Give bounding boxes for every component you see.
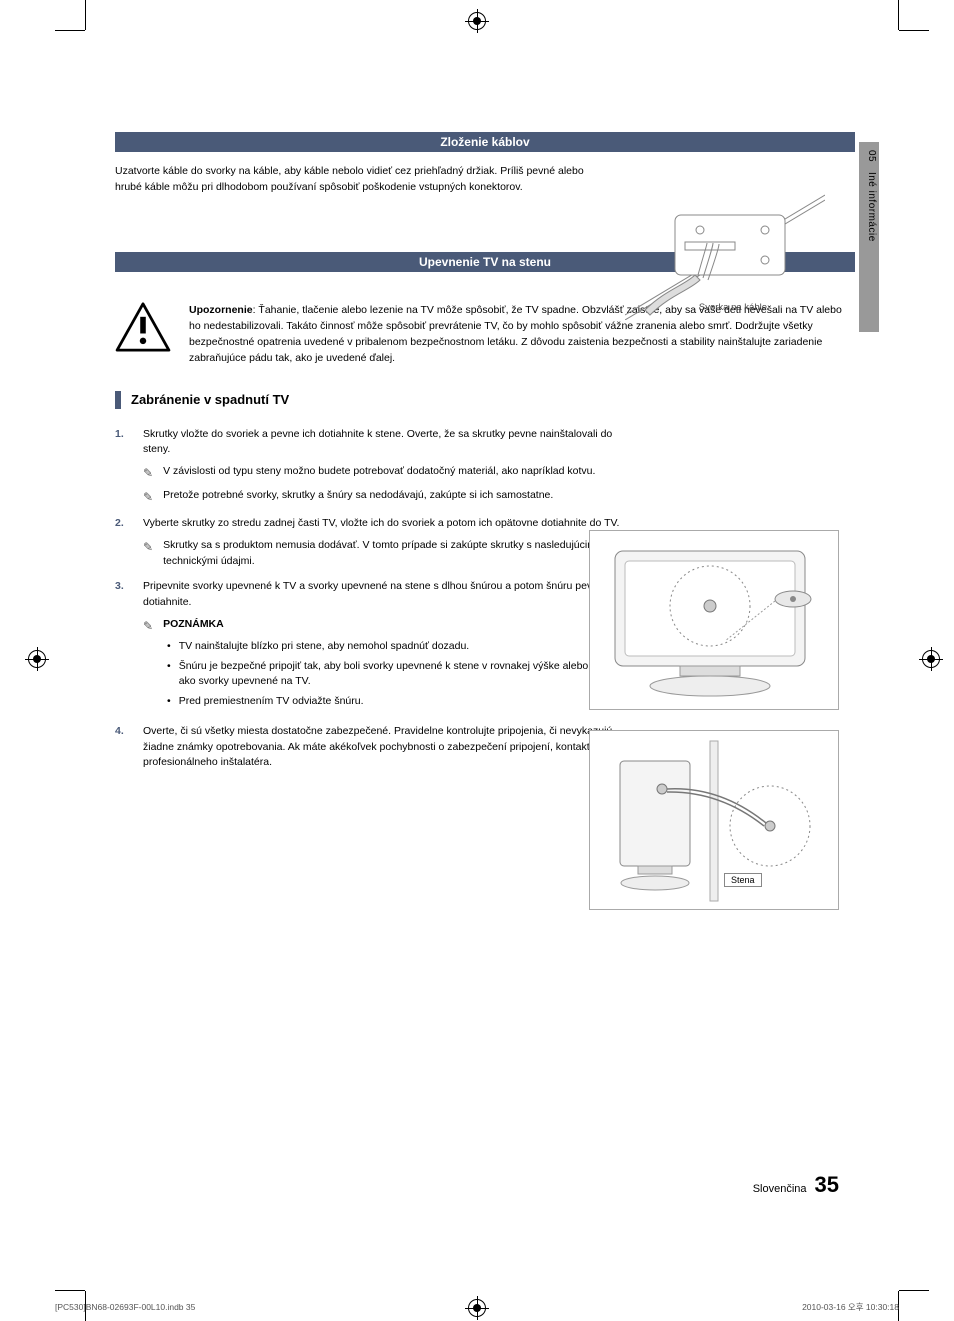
note-icon: ✎ (143, 617, 153, 635)
registration-mark-icon (28, 650, 46, 668)
bullet-icon: • (167, 639, 171, 655)
note-bullet-3: Pred premiestnením TV odviažte šnúru. (179, 694, 364, 710)
crop-mark (85, 0, 86, 30)
section-header-cables: Zloženie káblov (115, 132, 855, 152)
step4-text: Overte, či sú všetky miesta dostatočne z… (143, 725, 612, 769)
step-number: 3. (115, 579, 131, 714)
step1-text: Skrutky vložte do svoriek a pevne ich do… (143, 428, 612, 456)
crop-mark (898, 0, 899, 30)
footer-timestamp: 2010-03-16 오후 10:30:18 (802, 1301, 899, 1313)
chapter-side-label: 05 Iné informácie (866, 150, 877, 242)
note-icon: ✎ (143, 488, 153, 506)
crop-mark (55, 1290, 85, 1291)
cable-holder-diagram (625, 160, 825, 320)
crop-mark (899, 30, 929, 31)
tv-back-diagram (589, 530, 839, 710)
step-number: 4. (115, 724, 131, 771)
cables-intro-text: Uzatvorte káble do svorky na káble, aby … (115, 164, 585, 196)
note-icon: ✎ (143, 538, 153, 570)
crop-mark (899, 1290, 929, 1291)
step1-note1: V závislosti od typu steny možno budete … (163, 464, 625, 482)
step3-text: Pripevnite svorky upevnené k TV a svorky… (143, 580, 604, 608)
poznamka-label: POZNÁMKA (163, 617, 625, 635)
footer-file-meta: [PC530]BN68-02693F-00L10.indb 35 (55, 1302, 195, 1312)
crop-mark (55, 30, 85, 31)
warning-lead: Upozornenie (189, 304, 253, 316)
chapter-number: 05 (866, 150, 877, 162)
step1-note2: Pretože potrebné svorky, skrutky a šnúry… (163, 488, 625, 506)
registration-mark-icon (922, 650, 940, 668)
warning-icon (115, 302, 171, 352)
subhead-prevent-fall: Zabránenie v spadnutí TV (131, 392, 289, 407)
subhead-accent-bar (115, 391, 121, 409)
bullet-icon: • (167, 659, 171, 691)
footer-language: Slovenčina (753, 1183, 807, 1195)
note-bullet-1: TV nainštalujte blízko pri stene, aby ne… (179, 639, 470, 655)
note-icon: ✎ (143, 464, 153, 482)
chapter-title: Iné informácie (866, 172, 877, 242)
step-number: 2. (115, 516, 131, 569)
note-bullet-2: Šnúru je bezpečné pripojiť tak, aby boli… (179, 659, 625, 691)
step-number: 1. (115, 427, 131, 507)
cable-holder-label: Svorka na káble (699, 302, 767, 313)
footer-page-number: 35 (815, 1172, 839, 1198)
bullet-icon: • (167, 694, 171, 710)
wall-label: Stena (724, 873, 762, 887)
step2-note1: Skrutky sa s produktom nemusia dodávať. … (163, 538, 625, 570)
step2-text: Vyberte skrutky zo stredu zadnej časti T… (143, 517, 619, 529)
tv-wall-tether-diagram: Stena (589, 730, 839, 910)
registration-mark-icon (468, 12, 486, 30)
